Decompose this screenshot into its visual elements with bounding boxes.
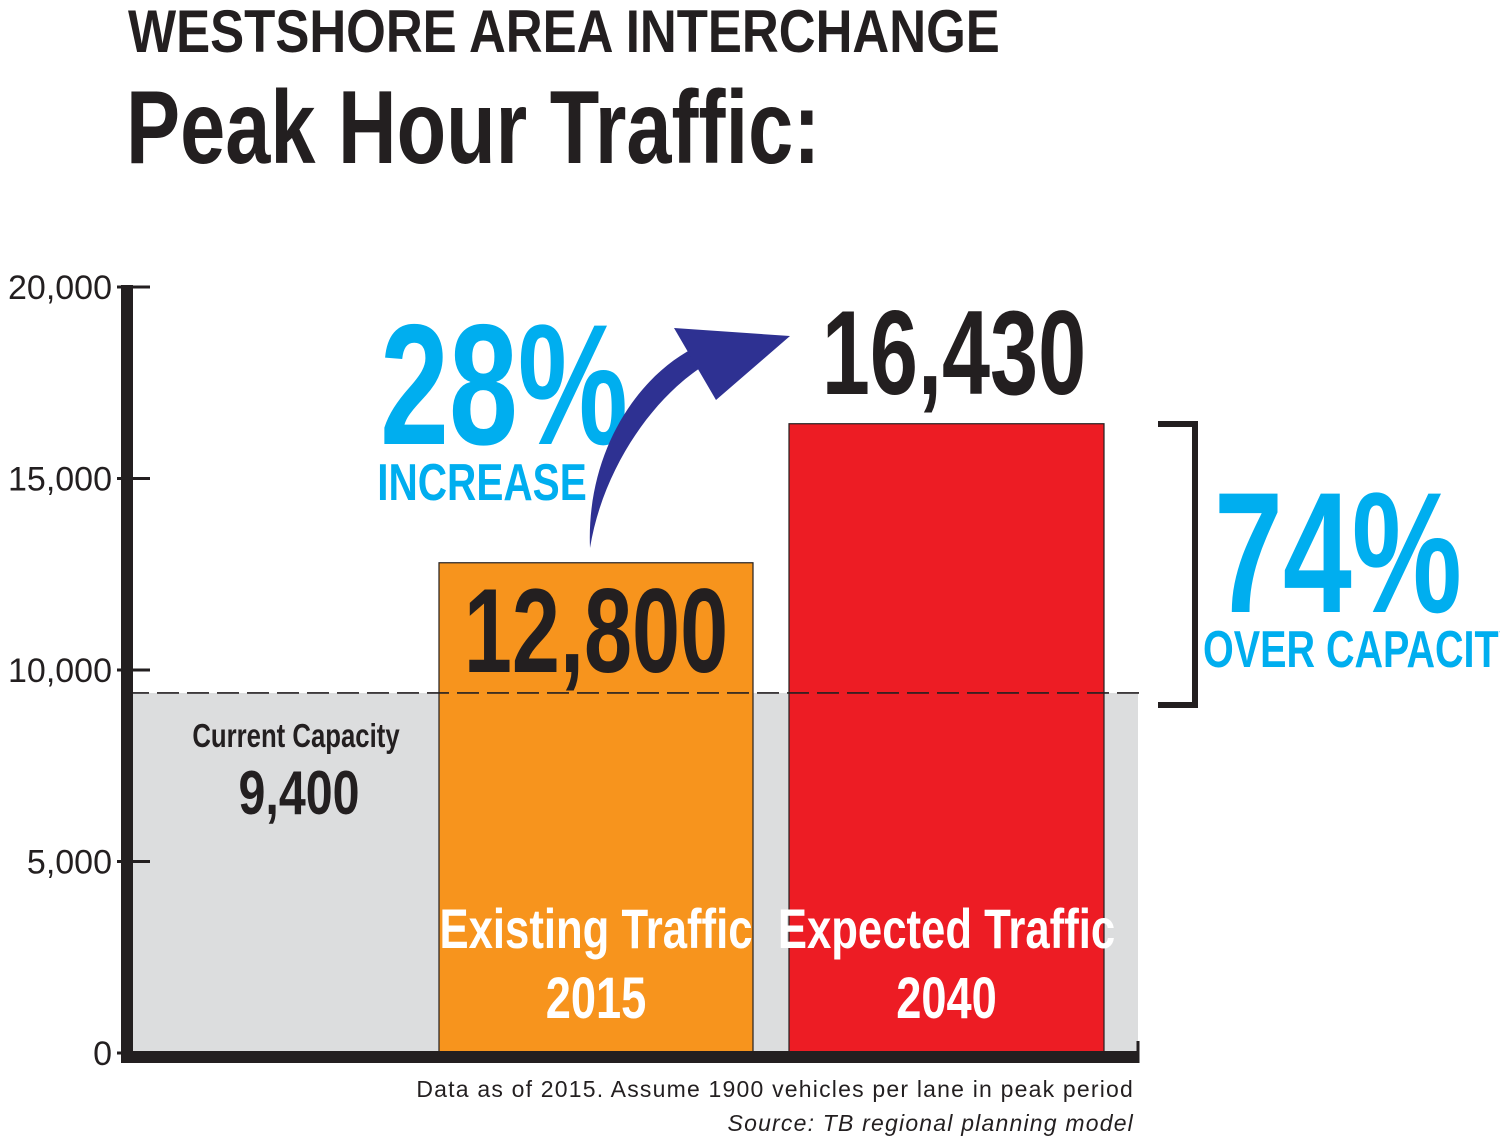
chart-title: WESTSHORE AREA INTERCHANGE	[128, 0, 1000, 65]
bar-label-1: Existing Traffic	[439, 898, 752, 960]
over-capacity-bracket	[1158, 421, 1198, 708]
capacity-label: Current Capacity	[192, 718, 400, 755]
footnote-source: Source: TB regional planning model	[727, 1110, 1134, 1136]
bar-year-1: 2015	[546, 967, 647, 1032]
y-tick-label: 5,000	[27, 844, 112, 882]
bar-year-2: 2040	[896, 967, 997, 1032]
over-label: OVER CAPACITY	[1203, 620, 1500, 679]
increase-percent: 28%	[380, 288, 628, 481]
capacity-value: 9,400	[239, 758, 360, 827]
increase-arrowhead	[674, 328, 790, 400]
y-tick-label: 0	[93, 1035, 112, 1073]
footnote-data: Data as of 2015. Assume 1900 vehicles pe…	[416, 1076, 1134, 1102]
y-tick-label: 10,000	[8, 652, 112, 690]
data-label-expected: 16,430	[822, 286, 1086, 420]
over-percent: 74%	[1214, 456, 1462, 649]
y-tick-label: 20,000	[8, 269, 112, 307]
bar-label-2: Expected Traffic	[778, 898, 1115, 960]
increase-label: INCREASE	[377, 453, 587, 511]
bar-2	[788, 423, 1105, 1054]
bar-1	[438, 562, 754, 1054]
y-tick-label: 15,000	[8, 461, 112, 499]
chart-subtitle: Peak Hour Traffic:	[126, 70, 821, 186]
data-label-existing: 12,800	[464, 564, 728, 698]
